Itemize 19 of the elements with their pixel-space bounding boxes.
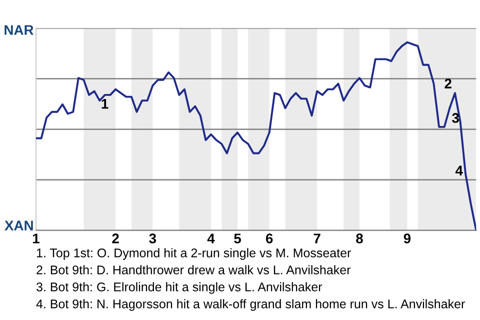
x-tick-label: 4 — [207, 234, 215, 244]
annotation: 2 — [444, 78, 452, 88]
x-tick-label: 3 — [149, 234, 156, 244]
text: XAN — [4, 220, 33, 230]
x-tick-label: 9 — [404, 234, 411, 244]
text: NAR — [4, 25, 34, 35]
x-tick-label: 8 — [356, 234, 363, 244]
text: 4. Bot 9th: N. Hagorsson hit a walk-off grand slam home run vs L. Anvilshaker — [36, 299, 465, 311]
x-tick-label: 5 — [234, 234, 241, 244]
x-tick-label: 2 — [112, 234, 119, 244]
annotation: 3 — [452, 113, 459, 123]
x-tick-label: 7 — [314, 234, 320, 244]
annotation: 4 — [455, 166, 463, 176]
text: 2. Bot 9th: D. Handthrower drew a walk vs L. Anvilshaker — [36, 265, 351, 274]
x-tick-label: 6 — [266, 234, 273, 244]
text: 1. Top 1st: O. Dymond hit a 2-run single vs M. Mosseater — [36, 248, 351, 260]
annotation: 1 — [102, 99, 108, 109]
x-tick-label: 1 — [33, 234, 40, 244]
text: 3. Bot 9th: G. Elrolinde hit a single vs L. Anvilshaker — [36, 282, 322, 294]
